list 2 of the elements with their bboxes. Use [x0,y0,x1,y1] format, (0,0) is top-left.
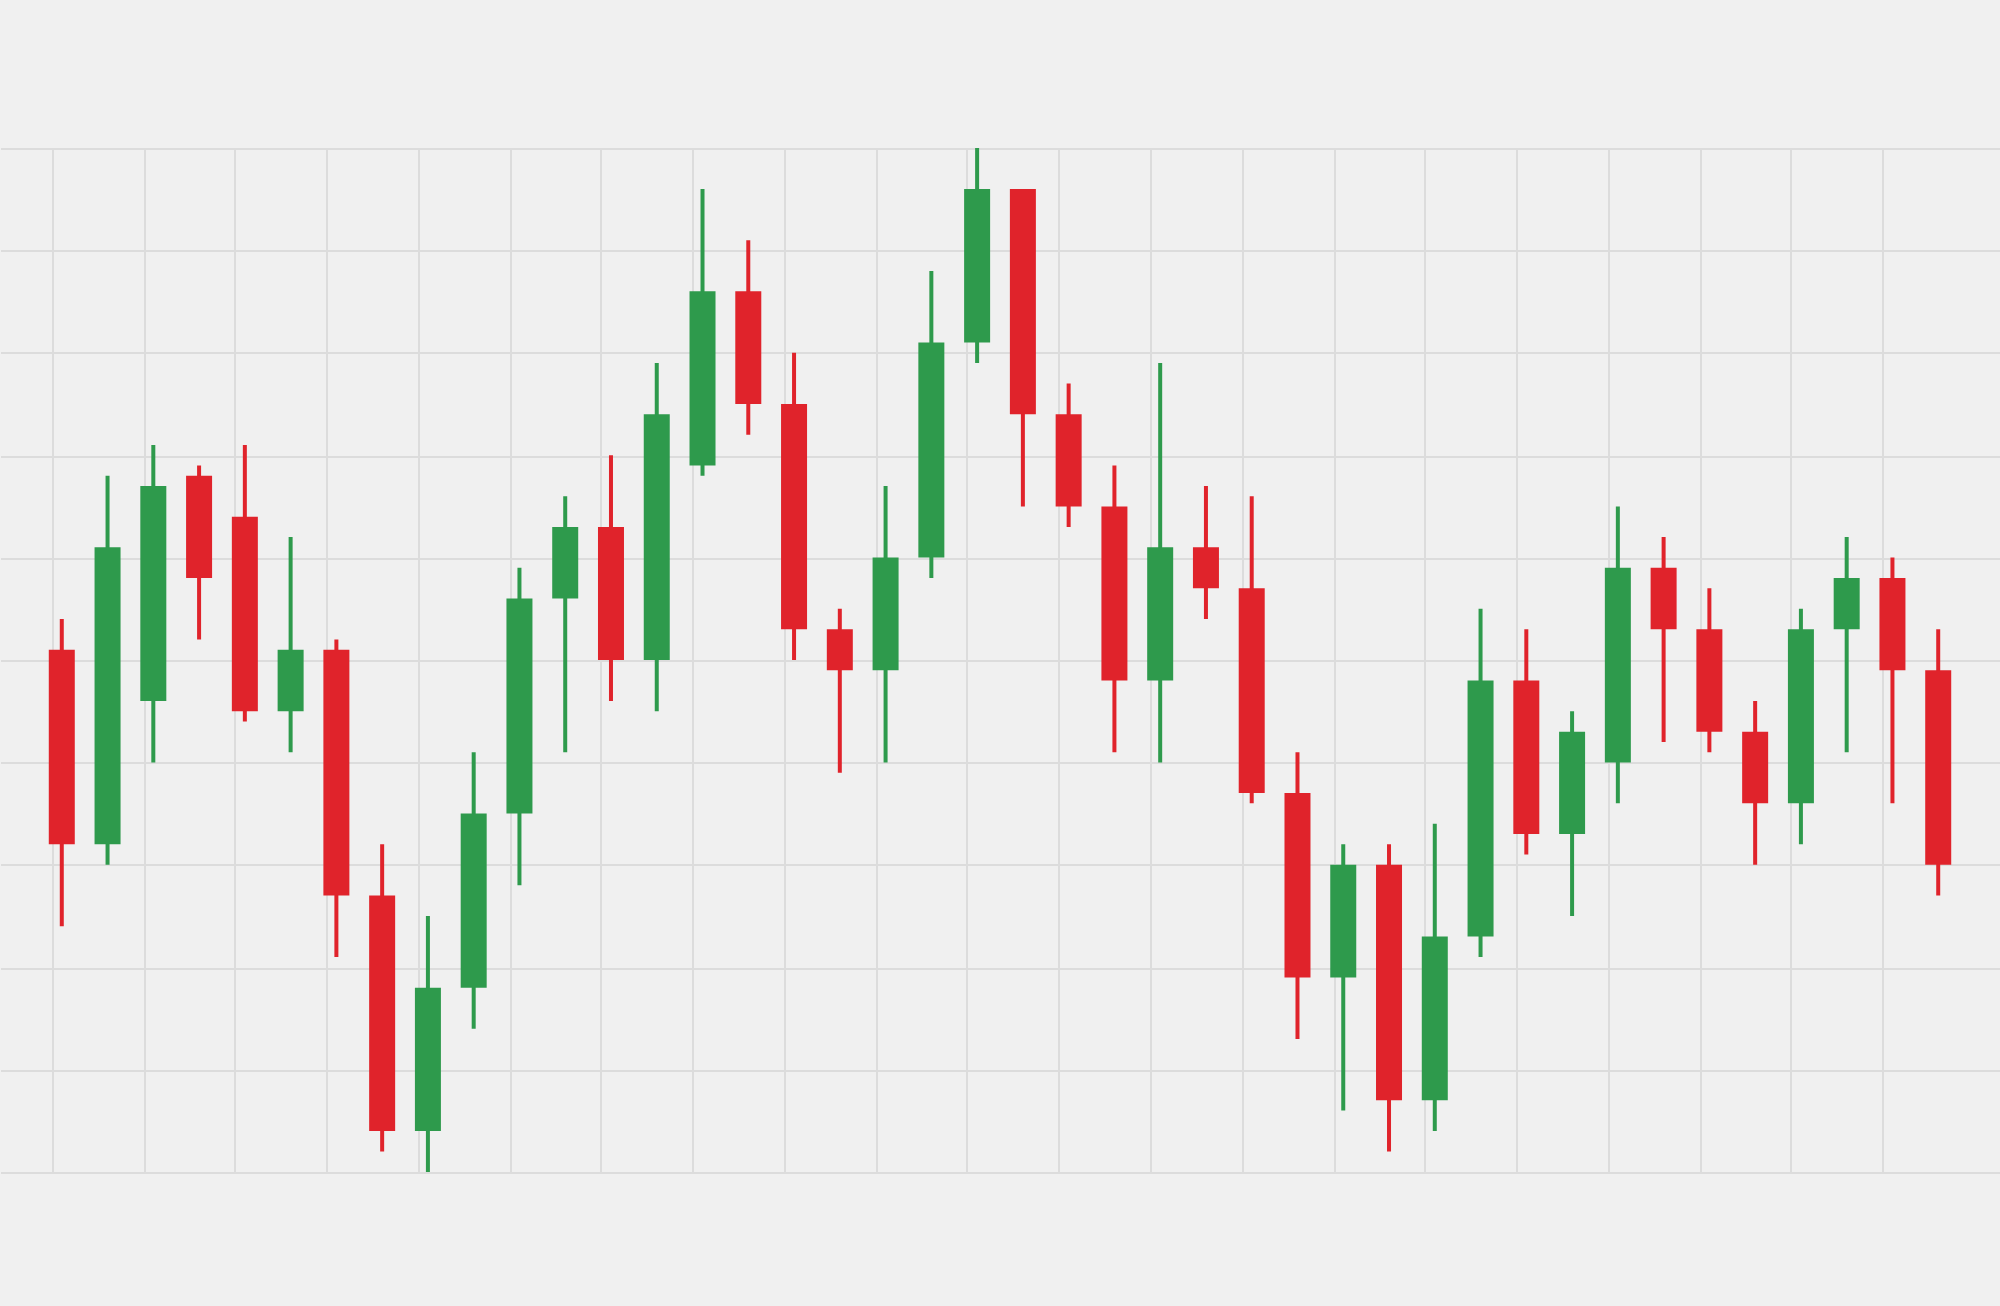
candlestick [826,606,853,775]
candlestick [1192,483,1219,622]
